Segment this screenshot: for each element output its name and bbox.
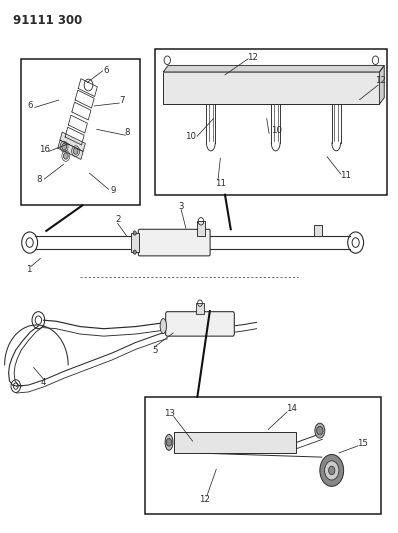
Text: 15: 15 bbox=[357, 439, 368, 448]
Text: 1: 1 bbox=[26, 265, 31, 273]
Text: 12: 12 bbox=[375, 76, 386, 85]
Ellipse shape bbox=[165, 434, 173, 450]
Circle shape bbox=[325, 461, 339, 480]
Polygon shape bbox=[379, 66, 384, 104]
Polygon shape bbox=[58, 140, 83, 159]
Bar bbox=[131, 233, 139, 252]
Text: 6: 6 bbox=[27, 101, 33, 110]
Text: 14: 14 bbox=[286, 404, 297, 413]
Polygon shape bbox=[163, 66, 384, 72]
Text: 12: 12 bbox=[199, 495, 210, 504]
Text: 8: 8 bbox=[125, 128, 131, 137]
Text: 91111 300: 91111 300 bbox=[13, 14, 82, 27]
Text: 11: 11 bbox=[340, 171, 351, 180]
Text: 10: 10 bbox=[185, 132, 196, 141]
Text: 4: 4 bbox=[40, 378, 46, 387]
Text: 9: 9 bbox=[111, 186, 116, 195]
Bar bbox=[21, 59, 140, 205]
Circle shape bbox=[317, 426, 323, 435]
Bar bbox=[163, 72, 379, 104]
Text: 16: 16 bbox=[39, 146, 50, 155]
Ellipse shape bbox=[160, 319, 166, 334]
Bar bbox=[145, 397, 381, 514]
Circle shape bbox=[133, 231, 137, 235]
Ellipse shape bbox=[315, 423, 325, 438]
Circle shape bbox=[320, 455, 343, 487]
FancyBboxPatch shape bbox=[139, 229, 210, 256]
Circle shape bbox=[329, 466, 335, 475]
Circle shape bbox=[73, 148, 78, 155]
Text: 6: 6 bbox=[103, 67, 109, 75]
Bar bbox=[155, 49, 387, 195]
Text: 12: 12 bbox=[247, 53, 258, 62]
Bar bbox=[174, 432, 297, 453]
Text: 7: 7 bbox=[119, 95, 125, 104]
Text: 8: 8 bbox=[37, 174, 42, 183]
Bar bbox=[314, 224, 322, 236]
Bar bbox=[197, 221, 205, 236]
Circle shape bbox=[166, 439, 172, 446]
Text: 11: 11 bbox=[215, 179, 226, 188]
Text: 13: 13 bbox=[164, 409, 175, 418]
Circle shape bbox=[62, 143, 66, 150]
Circle shape bbox=[63, 153, 68, 159]
FancyBboxPatch shape bbox=[166, 312, 234, 336]
Text: 10: 10 bbox=[271, 126, 281, 135]
Bar bbox=[196, 303, 204, 314]
Text: 2: 2 bbox=[115, 215, 121, 224]
Polygon shape bbox=[60, 132, 85, 151]
Text: 3: 3 bbox=[178, 202, 184, 211]
Circle shape bbox=[133, 250, 137, 254]
Text: 5: 5 bbox=[152, 346, 158, 355]
